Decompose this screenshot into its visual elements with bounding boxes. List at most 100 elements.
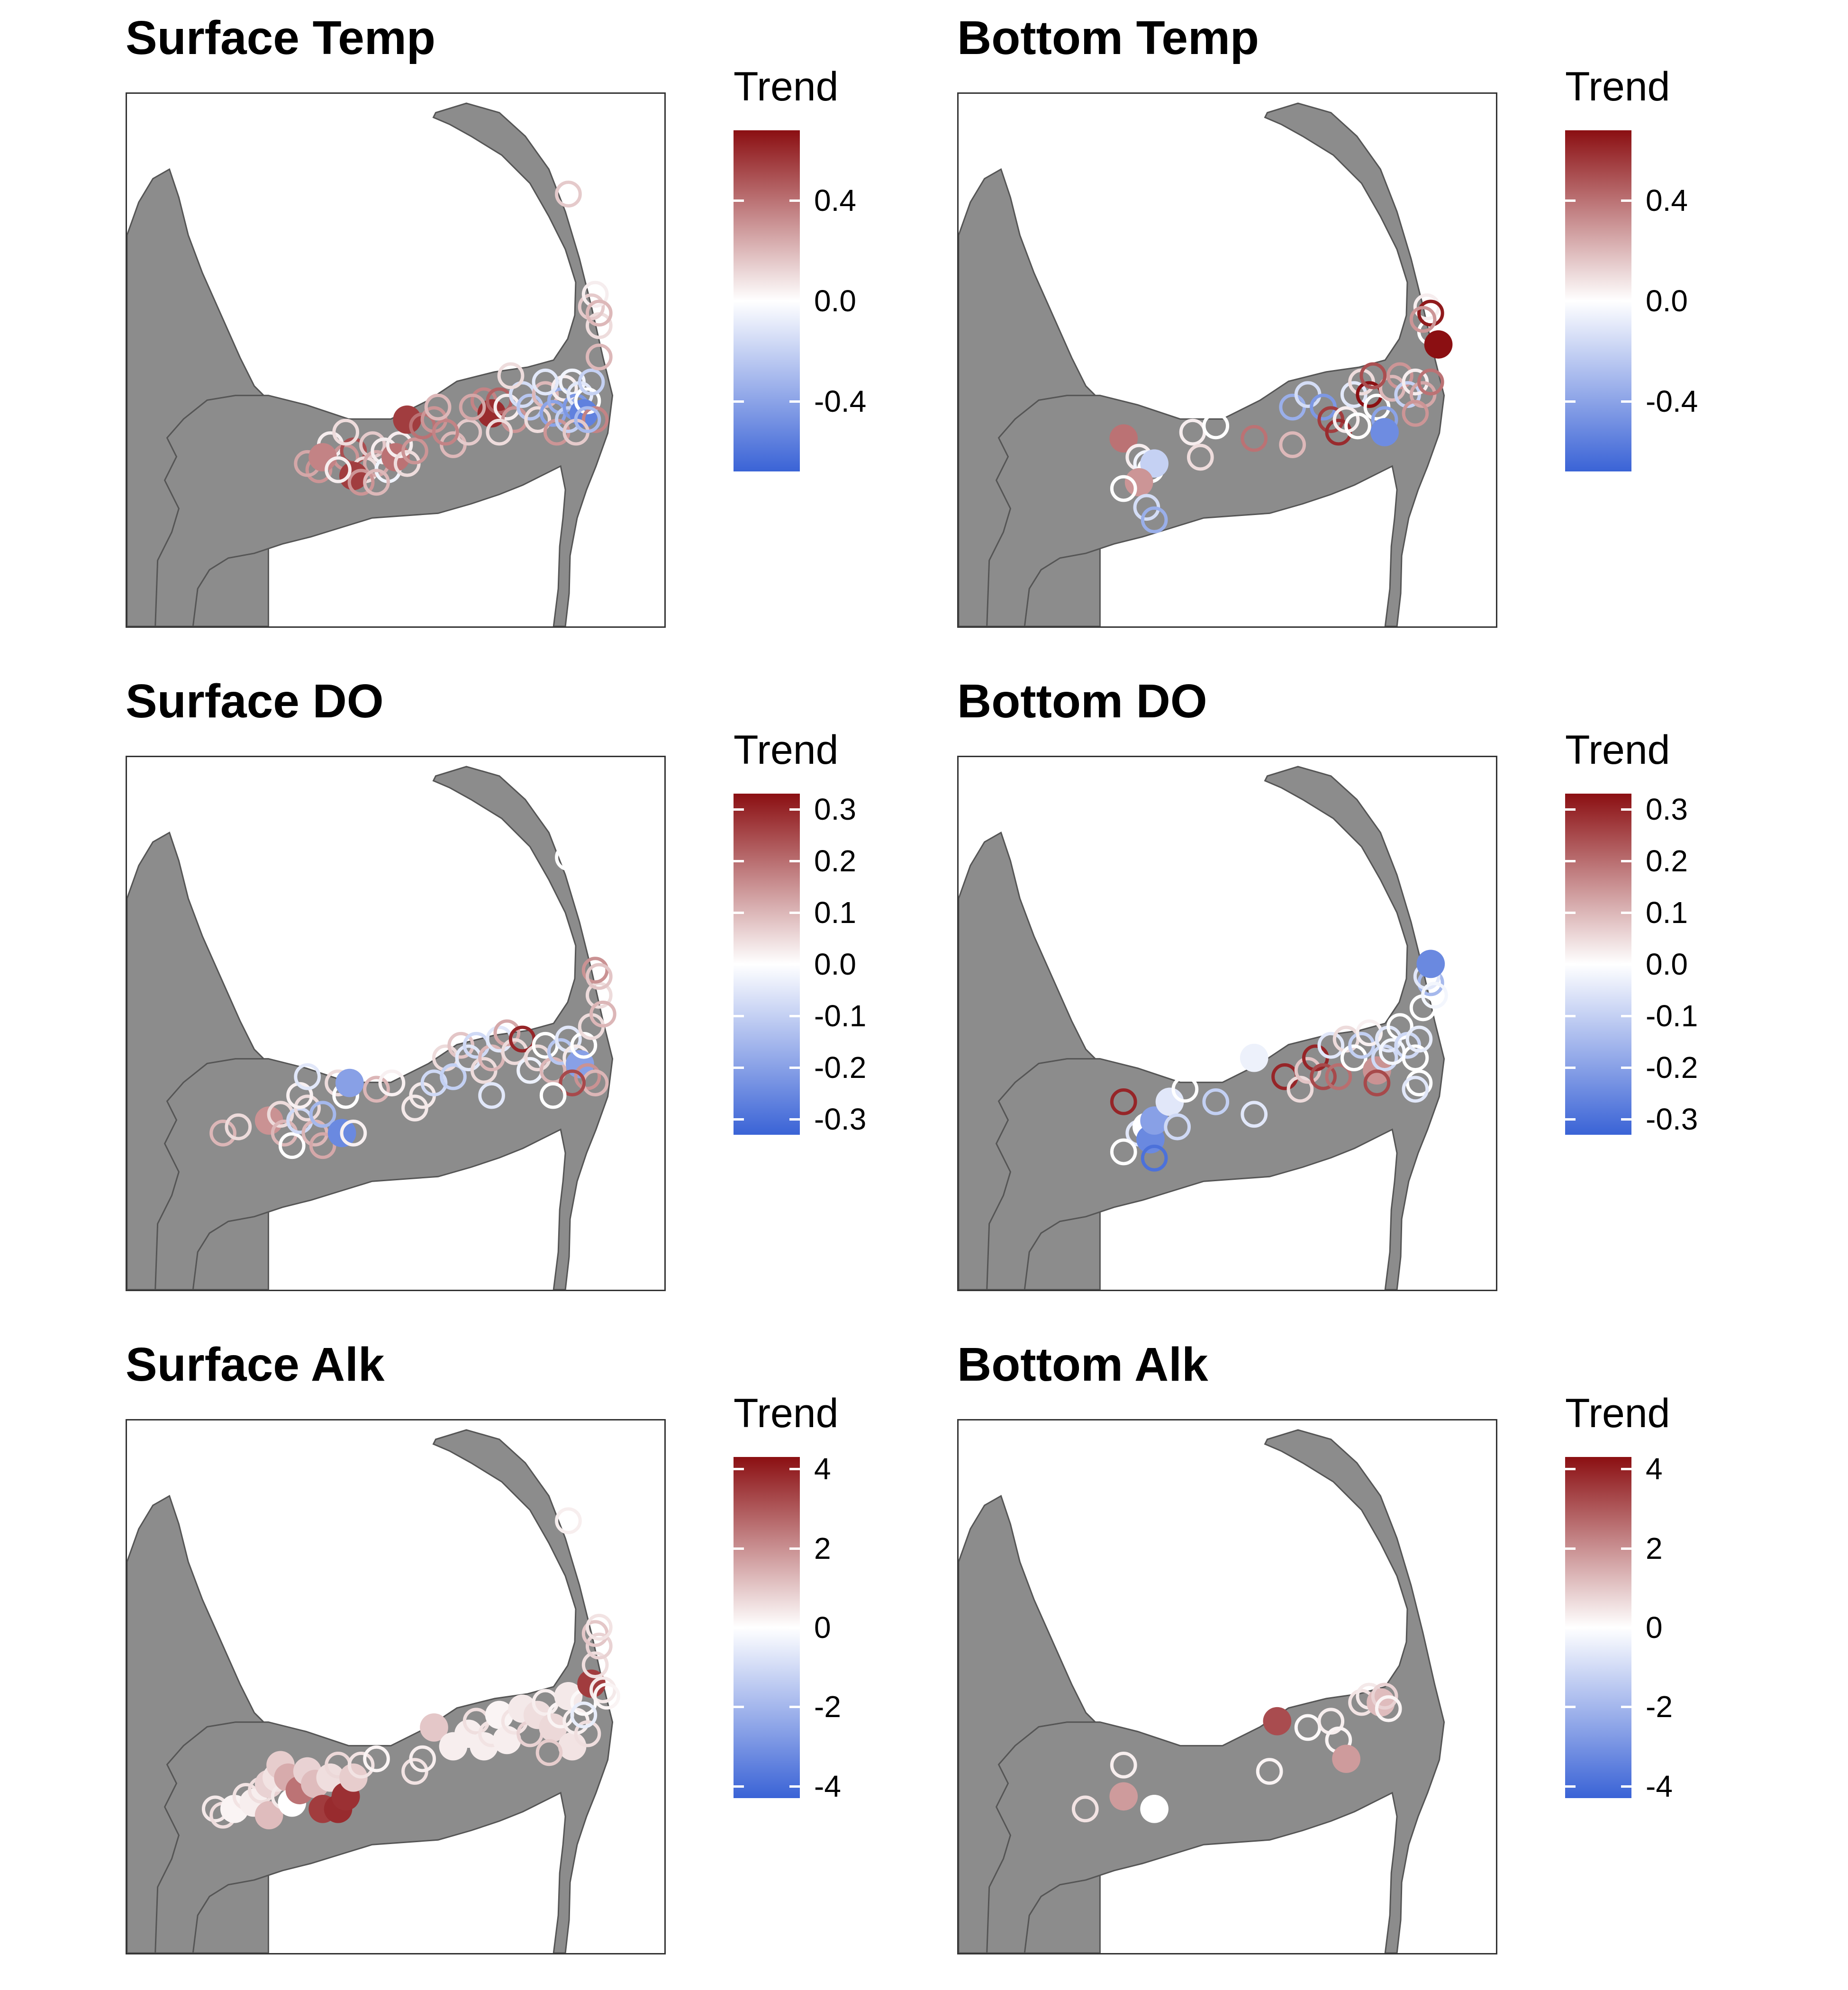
legend-title: Trend — [1565, 1391, 1670, 1436]
panel-surface-alk: Surface Alk Trend 4 2 0 -2 -4 — [0, 1327, 841, 1990]
colorbar-tick — [1565, 400, 1576, 403]
station-marker — [1402, 1076, 1429, 1103]
colorbar-tick-label: 0.3 — [814, 792, 856, 826]
station-marker — [574, 1720, 601, 1747]
colorbar-tick — [789, 963, 800, 966]
station-marker — [555, 844, 582, 871]
station-marker — [340, 1120, 367, 1147]
station-marker — [1110, 1138, 1137, 1166]
colorbar-tick — [789, 1785, 800, 1788]
colorbar-tick — [1565, 808, 1576, 811]
station-marker — [1140, 1106, 1169, 1135]
colorbar-tick — [1565, 911, 1576, 914]
colorbar-tick — [1565, 1706, 1576, 1709]
station-marker — [555, 181, 582, 208]
station-marker — [1344, 412, 1371, 440]
station-marker — [363, 469, 390, 496]
colorbar-tick-label: 0.0 — [1646, 284, 1688, 318]
station-marker — [1110, 1751, 1137, 1779]
colorbar-tick — [789, 1015, 800, 1018]
station-marker — [578, 368, 605, 396]
cape-cod-map — [127, 1429, 620, 1953]
station-marker — [1263, 1707, 1292, 1736]
station-marker — [585, 982, 613, 1009]
station-marker — [420, 1069, 448, 1096]
station-marker — [581, 406, 609, 433]
station-marker — [267, 1101, 294, 1128]
colorbar-tick-label: 0.1 — [814, 895, 856, 930]
map-frame — [126, 1419, 666, 1954]
station-marker — [585, 299, 613, 327]
station-marker — [325, 456, 352, 483]
colorbar-tick — [1621, 1785, 1631, 1788]
colorbar-tick-label: 0.0 — [814, 284, 856, 318]
station-marker — [497, 362, 525, 389]
station-marker — [347, 1751, 375, 1779]
cape-land — [986, 766, 1445, 1290]
colorbar-tick-label: -0.4 — [814, 384, 867, 418]
colorbar-tick — [789, 1468, 800, 1471]
cape-cod-map — [127, 766, 616, 1290]
colorbar-tick-label: 0.4 — [1646, 183, 1688, 218]
legend-title: Trend — [1565, 64, 1670, 109]
colorbar-tick — [734, 199, 744, 202]
colorbar-tick-label: 0.1 — [1646, 895, 1688, 930]
colorbar-tick — [1621, 199, 1631, 202]
station-marker — [585, 963, 613, 990]
colorbar-tick-label: 0 — [1646, 1610, 1663, 1645]
map-frame — [126, 756, 666, 1291]
colorbar-tick-label: -0.1 — [1646, 999, 1698, 1033]
colorbar-tick — [1565, 199, 1576, 202]
station-marker — [585, 1632, 613, 1660]
colorbar-tick — [1621, 1015, 1631, 1018]
station-marker — [1310, 1063, 1337, 1090]
station-marker — [316, 1763, 345, 1792]
station-marker — [574, 1063, 601, 1090]
colorbar-tick-label: -0.3 — [814, 1102, 867, 1137]
station-marker — [401, 1094, 428, 1122]
station-marker — [1141, 1144, 1168, 1172]
colorbar: 4 2 0 -2 -4 — [1565, 1454, 1673, 1801]
station-marker — [339, 461, 368, 490]
panel-title: Surface Temp — [126, 11, 435, 64]
station-marker — [225, 1113, 252, 1140]
colorbar-tick — [734, 1015, 744, 1018]
station-marker — [1110, 475, 1137, 502]
colorbar-tick — [1565, 300, 1576, 302]
colorbar-tick — [1565, 1015, 1576, 1018]
station-marker — [347, 469, 375, 496]
legend-title: Trend — [734, 64, 839, 109]
station-marker — [555, 1507, 582, 1534]
colorbar-tick — [1565, 1067, 1576, 1069]
colorbar-tick — [1565, 1547, 1576, 1550]
colorbar-tick-label: -2 — [1646, 1690, 1673, 1724]
colorbar-tick-label: -0.1 — [814, 999, 867, 1033]
station-marker — [1413, 293, 1440, 320]
station-marker — [1155, 1087, 1184, 1116]
colorbar-tick — [734, 963, 744, 966]
station-marker — [478, 1082, 505, 1109]
station-marker — [401, 437, 428, 465]
station-marker — [1405, 1069, 1433, 1096]
station-marker — [1240, 1043, 1268, 1072]
colorbar-tick — [734, 911, 744, 914]
station-marker — [559, 1069, 586, 1096]
colorbar-tick — [734, 1468, 744, 1471]
station-marker — [1241, 425, 1268, 452]
station-marker — [1171, 1076, 1199, 1103]
station-marker — [308, 443, 337, 471]
station-marker — [339, 1763, 368, 1792]
colorbar-tick — [734, 1706, 744, 1709]
station-marker — [424, 393, 452, 421]
colorbar: 0.3 0.2 0.1 0.0 -0.1 -0.2 -0.3 — [734, 794, 866, 1135]
station-marker — [570, 1701, 598, 1728]
station-marker — [1402, 400, 1429, 427]
colorbar-tick-label: 4 — [814, 1452, 831, 1486]
station-marker — [1140, 449, 1169, 478]
colorbar-tick-label: 2 — [1646, 1531, 1663, 1565]
panel-bottom-alk: Bottom Alk Trend 4 2 0 -2 -4 — [832, 1327, 1673, 1990]
colorbar-tick-label: 0.2 — [814, 843, 856, 878]
station-marker — [1164, 1113, 1191, 1140]
station-marker — [574, 406, 601, 433]
panel-surface-temp: Surface Temp Trend 0.4 0.0 -0.4 — [0, 0, 866, 663]
